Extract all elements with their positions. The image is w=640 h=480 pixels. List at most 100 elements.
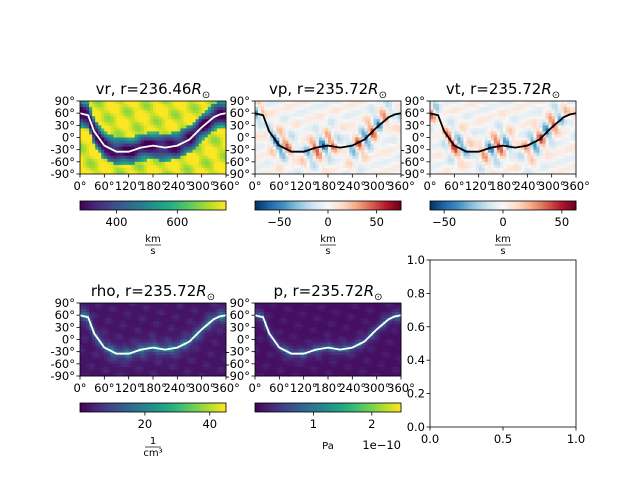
colorbar-segment (167, 201, 171, 210)
heatmap-cell (192, 345, 196, 350)
heatmap-cell (146, 321, 151, 325)
heatmap-cell (460, 167, 464, 172)
heatmap-cell (475, 116, 480, 120)
heatmap-cell (165, 345, 169, 350)
heatmap-cell (171, 167, 175, 172)
heatmap-cell (258, 137, 262, 141)
heatmap-cell (119, 158, 123, 163)
heatmap-cell (530, 137, 534, 141)
heatmap-cell (107, 143, 111, 148)
heatmap-cell (201, 149, 206, 154)
heatmap-cell (279, 113, 283, 117)
heatmap-cell (116, 354, 120, 359)
heatmap-cell (515, 107, 519, 111)
heatmap-cell (83, 146, 87, 151)
heatmap-cell (448, 149, 452, 154)
heatmap-cell (334, 152, 338, 157)
heatmap-cell (137, 119, 142, 123)
heatmap-cell (174, 119, 178, 123)
colorbar-segment (126, 403, 130, 412)
heatmap-cell (521, 152, 525, 157)
heatmap-cell (107, 101, 111, 105)
heatmap-cell (442, 113, 446, 117)
heatmap-cell (503, 125, 507, 129)
heatmap-cell (153, 167, 157, 172)
heatmap-cell (171, 315, 175, 319)
heatmap-cell (557, 155, 562, 160)
heatmap-cell (527, 131, 531, 135)
heatmap-cell (542, 140, 546, 144)
heatmap-cell (527, 113, 531, 117)
heatmap-cell (216, 125, 221, 129)
heatmap-cell (174, 110, 178, 114)
heatmap-cell (499, 170, 504, 175)
heatmap-cell (481, 140, 486, 144)
heatmap-cell (454, 167, 458, 172)
heatmap-cell (539, 119, 543, 123)
heatmap-cell (116, 152, 120, 157)
heatmap-cell (545, 143, 550, 148)
colorbar-segment (393, 201, 397, 210)
heatmap-cell (213, 354, 218, 359)
heatmap-cell (189, 146, 193, 151)
heatmap-cell (282, 125, 286, 129)
heatmap-cell (349, 128, 353, 132)
heatmap-cell (560, 155, 565, 160)
heatmap-cell (454, 107, 458, 111)
heatmap-cell (548, 152, 553, 157)
heatmap-cell (107, 161, 111, 166)
heatmap-cell (143, 336, 148, 340)
heatmap-cell (122, 116, 127, 120)
heatmap-cell (153, 113, 157, 117)
colorbar-segment (541, 201, 545, 210)
heatmap-cell (195, 137, 200, 141)
heatmap-cell (134, 351, 139, 356)
colorbar-segment (439, 201, 443, 210)
heatmap-cell (83, 101, 87, 105)
heatmap-cell (168, 357, 172, 362)
heatmap-cell (80, 149, 84, 154)
heatmap-cell (137, 131, 142, 135)
heatmap-cell (216, 372, 221, 377)
heatmap-cell (258, 131, 262, 135)
heatmap-cell (149, 342, 154, 346)
heatmap-cell (86, 306, 90, 310)
heatmap-cell (177, 164, 181, 169)
heatmap-cell (276, 155, 280, 160)
heatmap-cell (382, 113, 387, 117)
heatmap-cell (113, 354, 117, 359)
heatmap-cell (119, 131, 123, 135)
heatmap-cell (358, 167, 362, 172)
heatmap-cell (472, 128, 477, 132)
heatmap-cell (324, 131, 329, 135)
heatmap-cell (210, 345, 215, 350)
heatmap-cell (367, 143, 371, 148)
heatmap-cell (346, 170, 350, 175)
heatmap-cell (315, 110, 320, 114)
colorbar-segment (104, 201, 108, 210)
colorbar-segment (534, 201, 538, 210)
heatmap-cell (270, 107, 274, 111)
heatmap-cell (140, 360, 145, 365)
heatmap-cell (162, 303, 166, 307)
heatmap-cell (382, 134, 387, 138)
heatmap-cell (101, 161, 105, 166)
heatmap-cell (496, 113, 501, 117)
heatmap-cell (484, 170, 489, 175)
heatmap-cell (131, 321, 136, 325)
colorbar-segment (369, 201, 373, 210)
heatmap-cell (454, 113, 458, 117)
heatmap-cell (149, 348, 154, 353)
heatmap-cell (255, 137, 259, 141)
heatmap-cell (300, 104, 305, 108)
heatmap-cell (487, 155, 492, 160)
heatmap-cell (162, 167, 166, 172)
heatmap-cell (95, 321, 99, 325)
heatmap-cell (195, 357, 200, 362)
heatmap-cell (346, 152, 350, 157)
heatmap-cell (92, 339, 96, 343)
heatmap-cell (318, 116, 323, 120)
heatmap-cell (207, 104, 212, 108)
heatmap-cell (177, 339, 181, 343)
y-tick-label: 30° (55, 118, 75, 132)
